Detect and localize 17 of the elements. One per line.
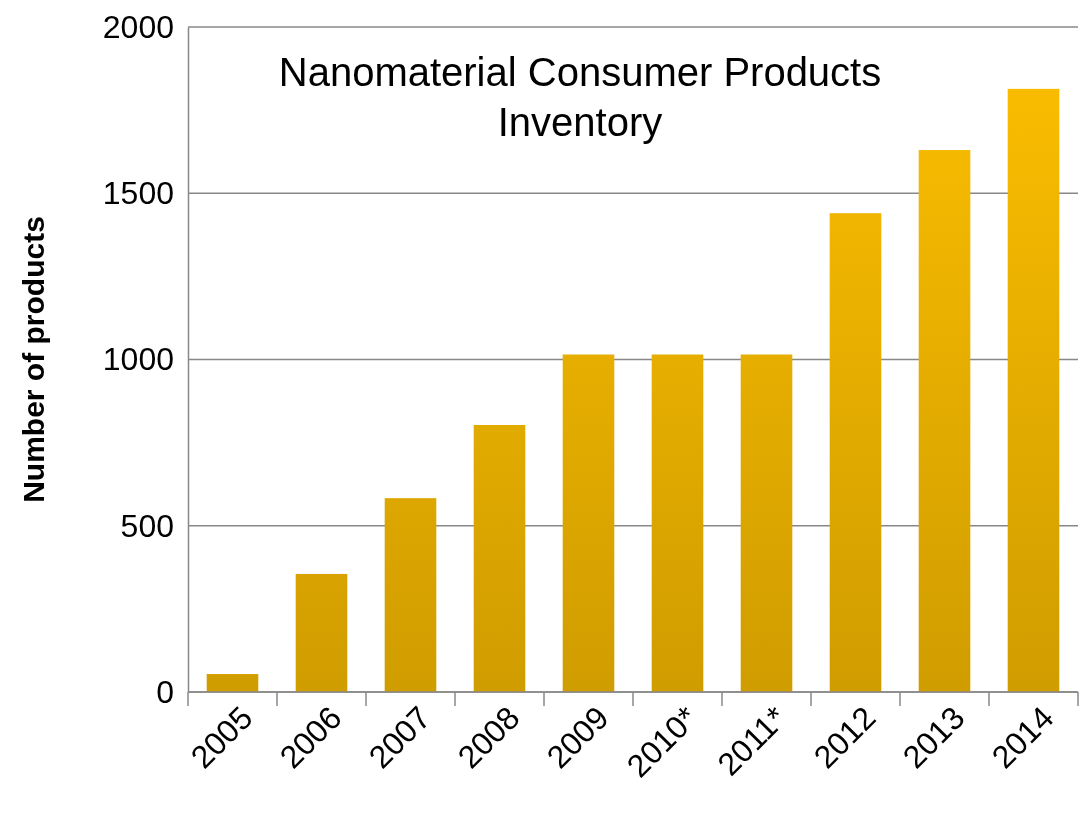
y-tick-label: 0 [156, 673, 174, 710]
bar [918, 150, 971, 692]
y-tick-label: 1000 [102, 341, 174, 378]
bar [562, 354, 615, 692]
bar [473, 425, 526, 692]
bar [829, 213, 882, 692]
y-tick-label: 500 [120, 507, 174, 544]
bar [206, 674, 259, 692]
y-tick-label: 2000 [102, 8, 174, 45]
y-axis-title: Number of products [17, 216, 50, 503]
bar [295, 573, 348, 692]
bar [384, 498, 437, 692]
y-tick-label: 1500 [102, 174, 174, 211]
text: Nanomaterial Consumer Products Inventory [278, 50, 882, 144]
bar [740, 354, 793, 692]
bar [651, 354, 704, 692]
bar [1007, 88, 1060, 692]
